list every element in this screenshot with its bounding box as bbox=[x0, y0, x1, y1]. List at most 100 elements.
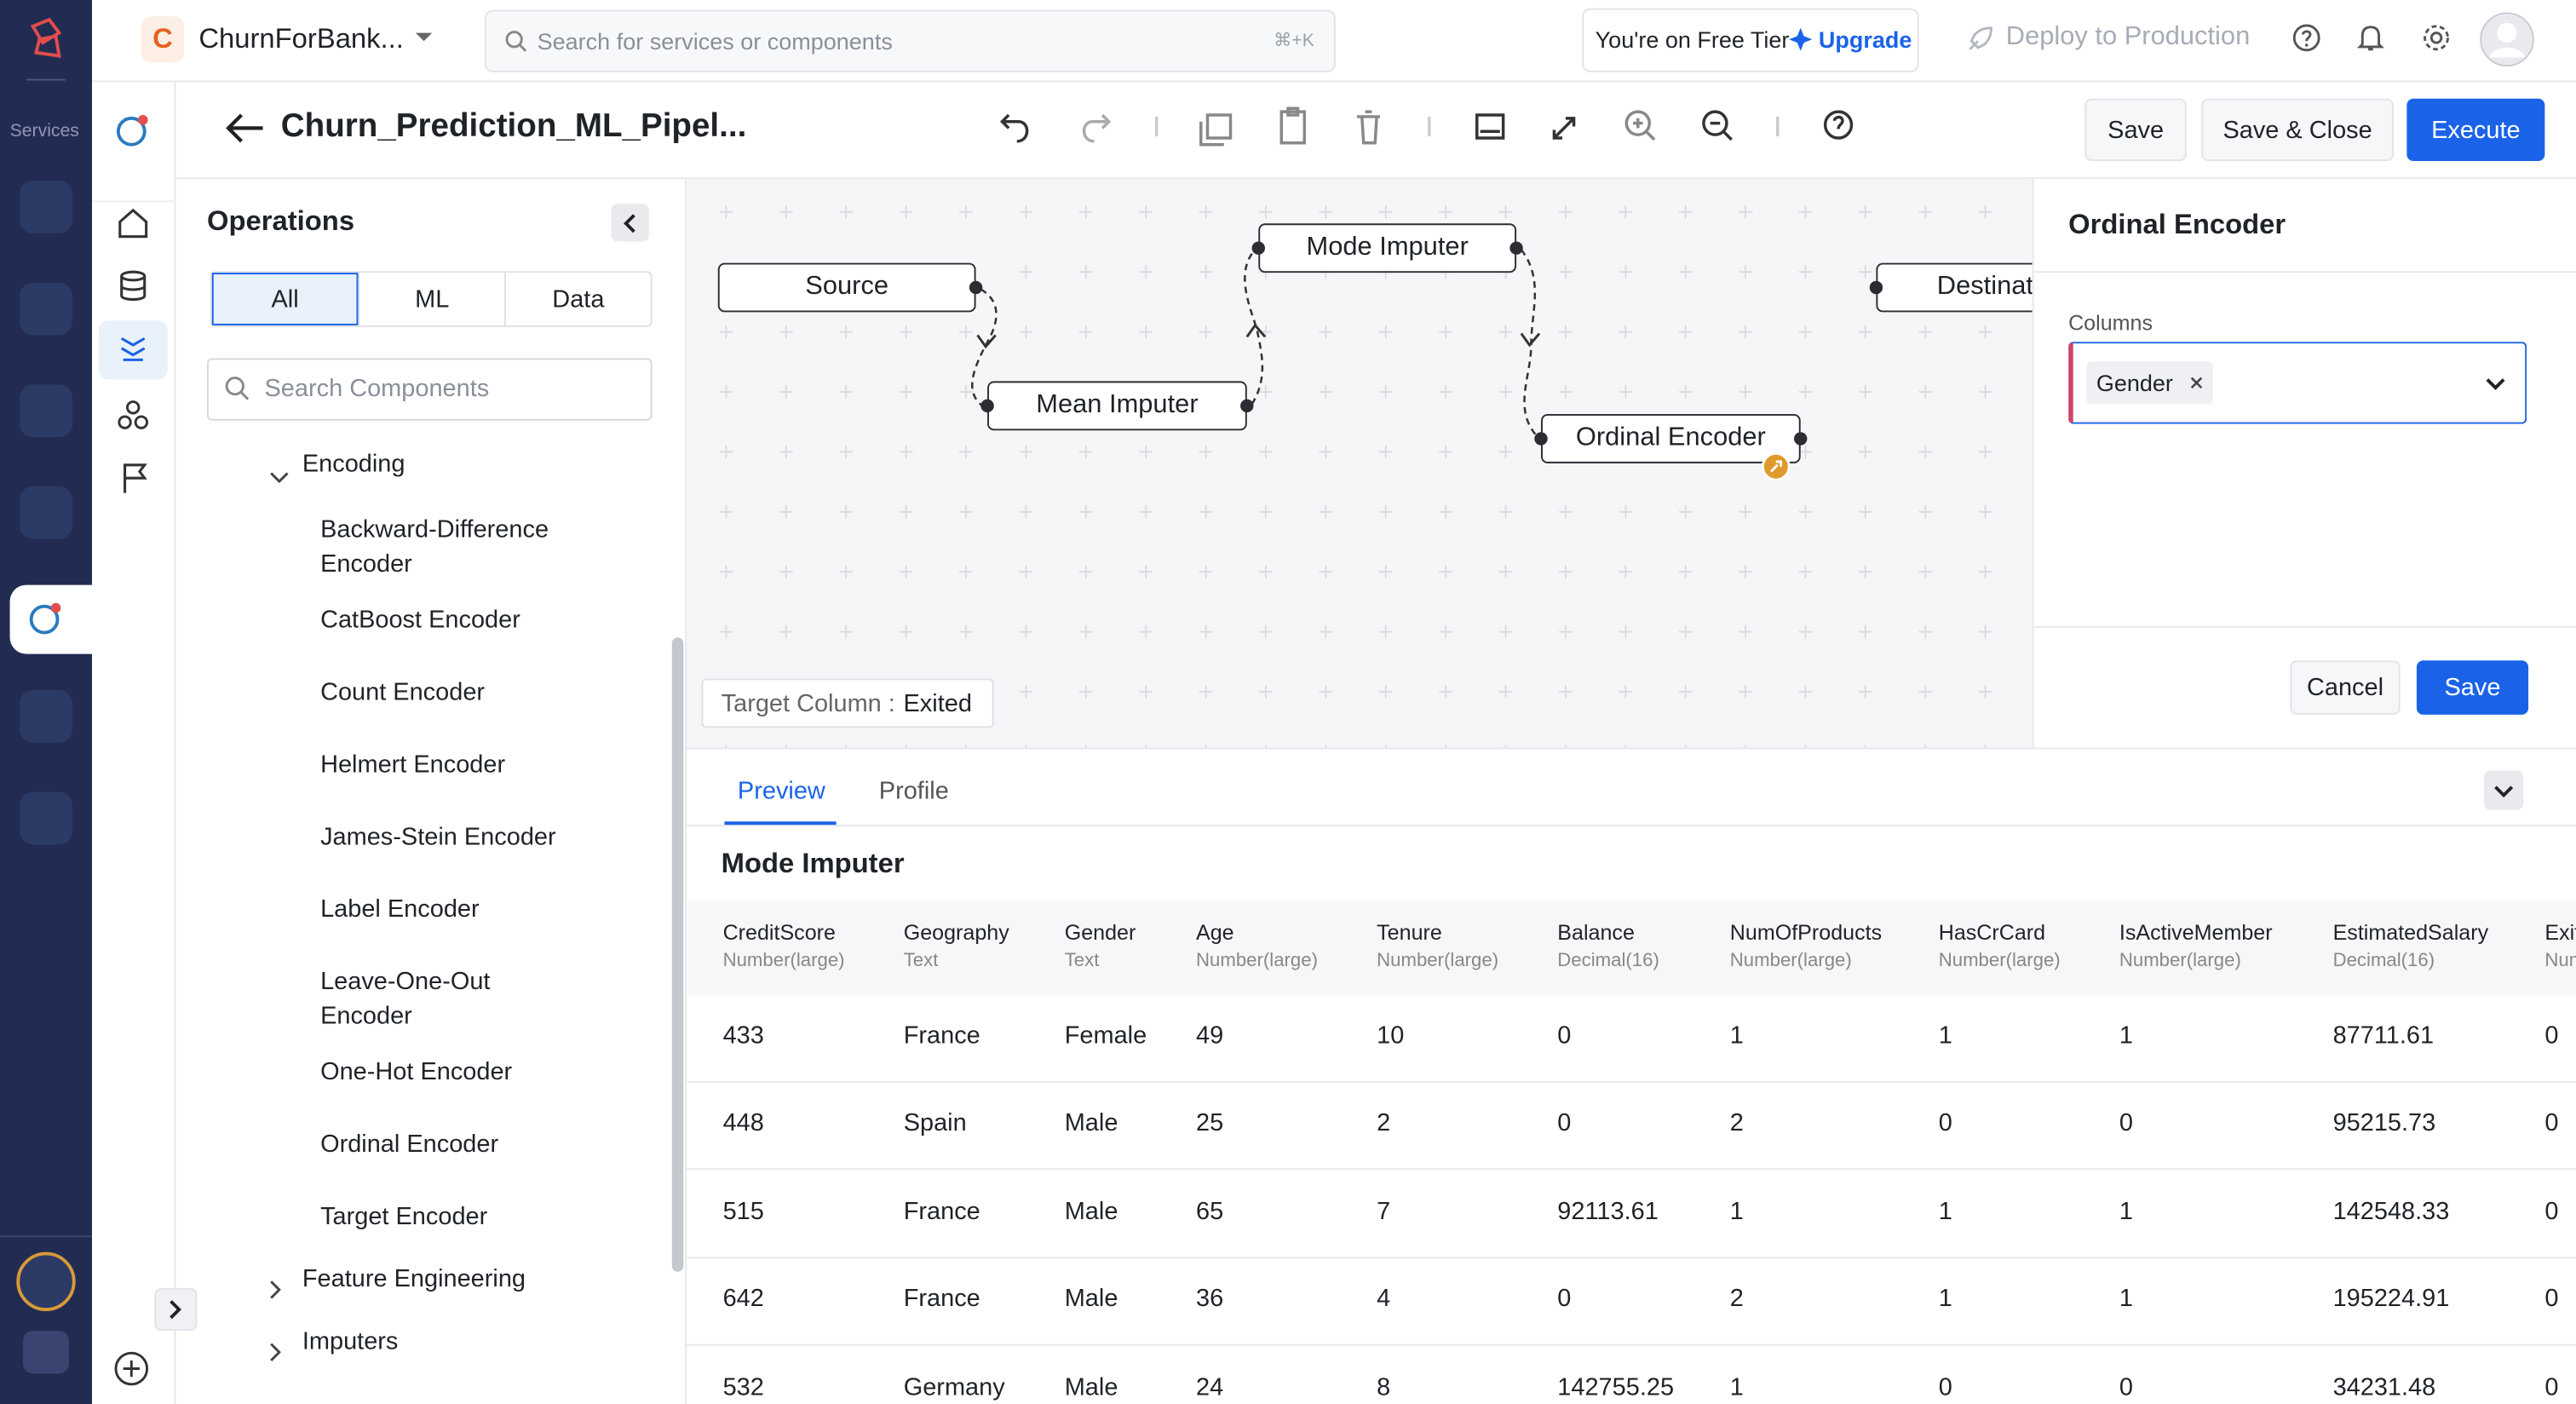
zoom-out[interactable] bbox=[1702, 110, 1733, 141]
component-item[interactable]: Target Encoder bbox=[320, 1202, 488, 1231]
save-close-button[interactable]: Save & Close bbox=[2201, 98, 2394, 161]
table-cell: 0 bbox=[1938, 1372, 1952, 1401]
deploy-button[interactable]: Deploy to Production bbox=[2005, 22, 2251, 51]
cancel-button[interactable]: Cancel bbox=[2290, 660, 2401, 715]
column-name: Age bbox=[1195, 919, 1234, 945]
component-item[interactable]: Leave-One-Out Encoder bbox=[320, 967, 491, 1031]
scrollbar-thumb[interactable] bbox=[671, 637, 684, 1272]
component-item[interactable]: Label Encoder bbox=[320, 895, 480, 924]
component-item[interactable]: Count Encoder bbox=[320, 678, 486, 707]
node-port[interactable] bbox=[1869, 280, 1883, 295]
node-port[interactable] bbox=[1240, 399, 1254, 413]
column-name: Balance bbox=[1557, 919, 1635, 945]
component-item[interactable]: James-Stein Encoder bbox=[320, 823, 556, 851]
table-cell: 92113.61 bbox=[1557, 1197, 1659, 1226]
add-icon[interactable] bbox=[113, 1350, 149, 1386]
filter-tab[interactable]: ML bbox=[358, 273, 504, 325]
help[interactable] bbox=[1823, 110, 1854, 140]
column-name: Geography bbox=[903, 919, 1009, 945]
zoom-in[interactable] bbox=[1624, 110, 1656, 141]
assistant-button[interactable] bbox=[16, 1252, 76, 1311]
service-icon[interactable] bbox=[20, 791, 72, 845]
project-name[interactable]: ChurnForBank... bbox=[198, 22, 404, 55]
fit[interactable] bbox=[1552, 117, 1576, 140]
delete[interactable] bbox=[1356, 110, 1380, 145]
collapse-button[interactable] bbox=[611, 204, 649, 242]
notifications-icon[interactable] bbox=[2356, 23, 2386, 53]
panel-title: Ordinal Encoder bbox=[2068, 208, 2286, 240]
expand-button[interactable] bbox=[154, 1287, 198, 1332]
execute-button[interactable]: Execute bbox=[2406, 98, 2545, 161]
node-port[interactable] bbox=[1251, 241, 1265, 255]
group-chevron[interactable] bbox=[269, 463, 289, 493]
undo[interactable] bbox=[999, 113, 1029, 143]
panel-save-button[interactable]: Save bbox=[2416, 660, 2529, 715]
group-name[interactable]: Feature Engineering bbox=[302, 1264, 526, 1293]
home-icon[interactable] bbox=[117, 207, 150, 240]
help-icon[interactable] bbox=[2291, 23, 2321, 53]
paste[interactable] bbox=[1279, 106, 1307, 145]
chip-remove[interactable] bbox=[2189, 377, 2202, 389]
node-port[interactable] bbox=[980, 399, 994, 413]
service-icon[interactable] bbox=[20, 384, 72, 437]
redo[interactable] bbox=[1082, 113, 1112, 143]
upgrade-link[interactable]: Upgrade bbox=[1818, 26, 1912, 53]
settings-icon[interactable] bbox=[2422, 23, 2452, 53]
column-select[interactable]: Gender bbox=[2068, 342, 2527, 424]
service-icon[interactable] bbox=[20, 282, 72, 336]
group-name[interactable]: Encoding bbox=[302, 450, 405, 479]
component-item[interactable]: One-Hot Encoder bbox=[320, 1057, 513, 1086]
group-chevron[interactable] bbox=[269, 1341, 282, 1371]
table-cell: 8 bbox=[1377, 1372, 1391, 1401]
node-port[interactable] bbox=[1509, 241, 1523, 255]
flag-icon[interactable] bbox=[120, 462, 150, 495]
project-dropdown[interactable] bbox=[414, 32, 434, 44]
node-label: Ordinal Encoder bbox=[1575, 423, 1766, 452]
data-icon[interactable] bbox=[117, 269, 150, 302]
profile-tab[interactable]: Profile bbox=[878, 777, 949, 805]
group-name[interactable]: Imputers bbox=[302, 1327, 399, 1356]
service-glyph bbox=[29, 602, 61, 635]
save-button[interactable]: Save bbox=[2084, 98, 2187, 161]
apps-button[interactable] bbox=[22, 1331, 69, 1374]
pipeline-node[interactable]: Mean Imputer bbox=[980, 381, 1254, 431]
preview-tab[interactable]: Preview bbox=[737, 777, 825, 805]
active-service[interactable] bbox=[9, 584, 92, 654]
component-item[interactable]: CatBoost Encoder bbox=[320, 606, 520, 635]
table-cell: 10 bbox=[1377, 1021, 1405, 1050]
tool-sidebar bbox=[91, 82, 176, 1404]
node-port[interactable] bbox=[1534, 432, 1548, 446]
table-cell: 433 bbox=[722, 1021, 764, 1050]
copy[interactable] bbox=[1199, 113, 1233, 147]
back-button[interactable] bbox=[223, 110, 266, 146]
node-port[interactable] bbox=[1793, 432, 1808, 446]
component-item[interactable]: Backward-Difference Encoder bbox=[320, 515, 549, 578]
node-port[interactable] bbox=[969, 280, 983, 295]
component-item[interactable]: Helmert Encoder bbox=[320, 751, 506, 780]
collapse-preview[interactable] bbox=[2483, 770, 2524, 810]
service-icon[interactable] bbox=[20, 689, 72, 743]
pipeline-icon[interactable] bbox=[113, 112, 152, 151]
global-search[interactable]: Search for services or components ⌘+K bbox=[484, 9, 1336, 72]
model-icon[interactable] bbox=[117, 400, 150, 433]
group-chevron[interactable] bbox=[269, 1278, 282, 1308]
column-type: Number(large) bbox=[1195, 951, 1318, 971]
arrowhead bbox=[976, 334, 997, 349]
component-item[interactable]: Ordinal Encoder bbox=[320, 1130, 499, 1159]
minimap[interactable] bbox=[1475, 113, 1505, 140]
divider bbox=[175, 177, 2576, 180]
service-icon[interactable] bbox=[20, 181, 72, 233]
table-cell: 0 bbox=[2544, 1372, 2559, 1401]
filter-tab[interactable]: Data bbox=[504, 273, 651, 325]
user-avatar[interactable] bbox=[2479, 11, 2535, 67]
pipeline-node[interactable]: Ordinal Encoder bbox=[1534, 413, 1808, 481]
pipeline-node[interactable]: Destination bbox=[1869, 262, 2033, 313]
pipeline-node[interactable]: Source bbox=[717, 262, 983, 313]
pipeline-node[interactable]: Mode Imputer bbox=[1251, 223, 1523, 273]
active-tool[interactable] bbox=[98, 320, 168, 380]
service-icon[interactable] bbox=[20, 486, 72, 539]
component-search[interactable]: Search Components bbox=[206, 358, 653, 421]
arrowhead bbox=[1520, 332, 1541, 348]
filter-tab[interactable]: All bbox=[211, 273, 359, 325]
table-cell: 1 bbox=[1729, 1372, 1744, 1401]
